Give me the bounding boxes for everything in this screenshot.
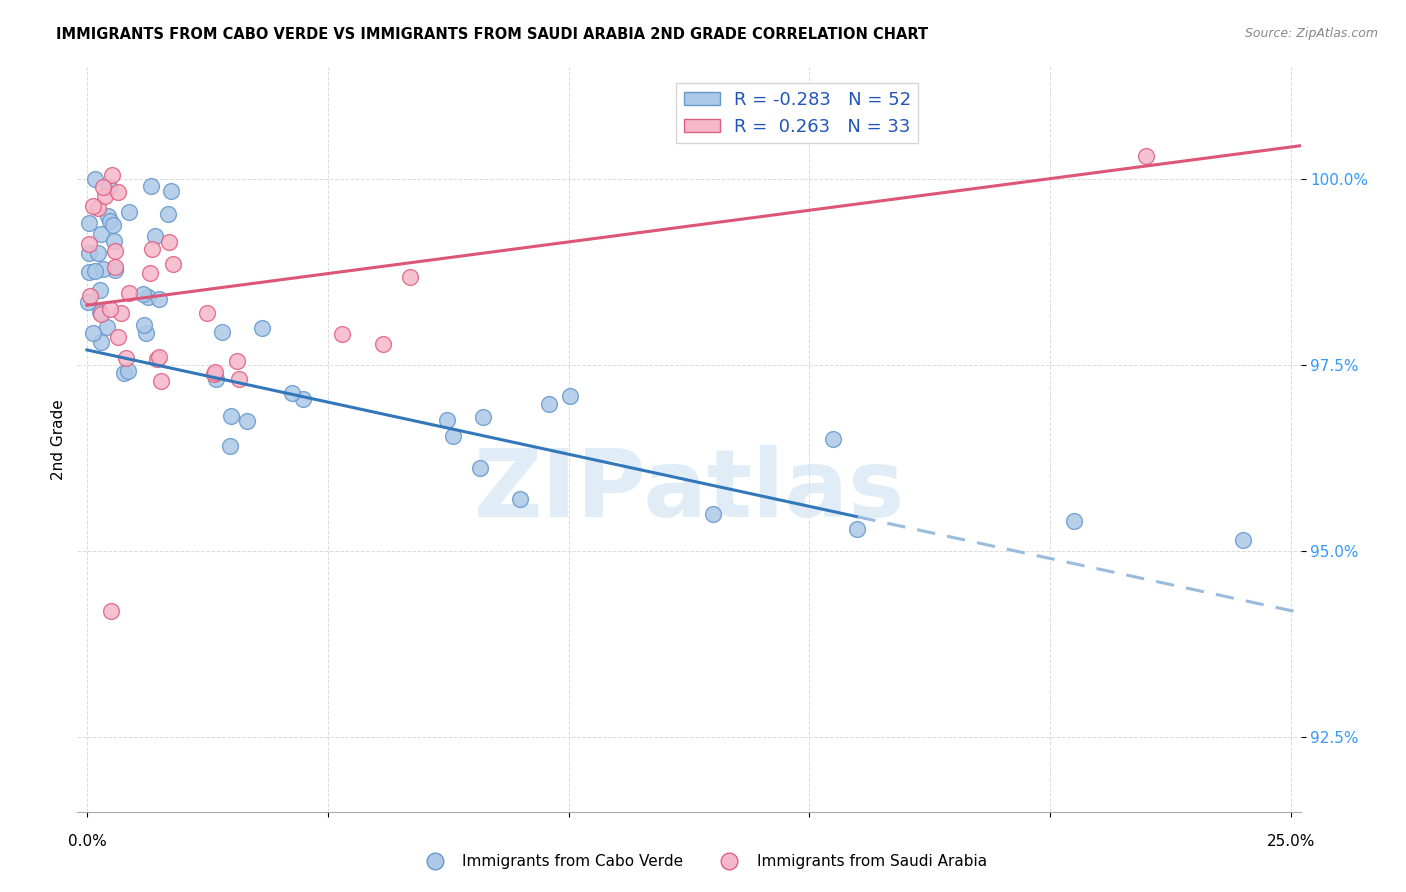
Point (100, 604, 122, 618)
Point (77, 265, 100, 279)
Point (1063, 514, 1085, 528)
Point (470, 460, 492, 475)
Point (846, 522, 869, 536)
Point (90, 227, 112, 241)
Point (82, 326, 104, 341)
Point (139, 179, 162, 194)
Text: 0.0%: 0.0% (67, 834, 107, 849)
Point (509, 491, 531, 506)
Point (117, 364, 139, 378)
Point (89, 304, 111, 318)
Point (118, 285, 141, 300)
Point (98, 301, 121, 316)
Point (104, 244, 127, 259)
Point (135, 326, 157, 340)
Text: IMMIGRANTS FROM CABO VERDE VS IMMIGRANTS FROM SAUDI ARABIA 2ND GRADE CORRELATION: IMMIGRANTS FROM CABO VERDE VS IMMIGRANTS… (56, 27, 928, 42)
Point (90, 335, 112, 350)
Point (202, 367, 225, 381)
Point (136, 289, 159, 303)
Point (93, 179, 115, 194)
Point (139, 266, 162, 280)
Point (219, 439, 242, 453)
Legend: Immigrants from Cabo Verde, Immigrants from Saudi Arabia: Immigrants from Cabo Verde, Immigrants f… (413, 848, 993, 875)
Point (146, 351, 169, 366)
Point (157, 207, 180, 221)
Point (219, 409, 242, 424)
Text: ZIPatlas: ZIPatlas (474, 445, 904, 538)
Point (143, 229, 166, 244)
Point (250, 321, 273, 335)
Text: Source: ZipAtlas.com: Source: ZipAtlas.com (1244, 27, 1378, 40)
Point (77, 216, 100, 230)
Point (560, 389, 582, 403)
Point (103, 219, 125, 233)
Point (399, 270, 422, 285)
Point (94, 188, 117, 202)
Point (236, 414, 259, 428)
Point (211, 325, 233, 339)
Point (441, 428, 464, 442)
Point (79, 288, 101, 302)
Point (82, 199, 104, 213)
Point (83, 264, 105, 278)
Point (104, 263, 127, 277)
Point (132, 286, 155, 301)
Point (159, 184, 181, 198)
Point (91, 262, 114, 277)
Point (97, 209, 120, 223)
Point (471, 409, 494, 424)
Point (162, 257, 184, 271)
Point (90, 306, 112, 320)
Point (702, 507, 724, 521)
Point (104, 260, 127, 274)
Point (281, 386, 304, 401)
Point (134, 318, 156, 333)
Point (86, 202, 108, 216)
Text: 25.0%: 25.0% (1267, 834, 1315, 849)
Point (77, 237, 100, 252)
Point (148, 351, 170, 365)
Point (107, 186, 129, 200)
Point (538, 397, 561, 411)
Point (330, 326, 353, 341)
Point (87, 245, 110, 260)
Point (115, 351, 138, 366)
Point (89, 283, 111, 297)
Point (1232, 533, 1254, 547)
Point (118, 205, 141, 219)
Point (148, 292, 170, 306)
Point (823, 432, 845, 446)
Point (98, 214, 121, 228)
Y-axis label: 2nd Grade: 2nd Grade (51, 399, 66, 480)
Point (103, 234, 125, 248)
Point (226, 353, 249, 368)
Point (291, 392, 314, 407)
Point (98, 180, 121, 194)
Point (371, 337, 394, 351)
Point (96, 319, 118, 334)
Point (112, 366, 135, 380)
Point (76, 295, 98, 310)
Point (436, 413, 458, 427)
Point (159, 235, 181, 250)
Point (205, 372, 228, 386)
Point (77, 246, 100, 260)
Point (149, 374, 172, 388)
Point (101, 169, 124, 183)
Point (1135, 149, 1157, 163)
Point (228, 372, 250, 386)
Point (107, 329, 129, 343)
Point (84, 171, 107, 186)
Point (195, 306, 218, 320)
Point (141, 242, 163, 256)
Point (204, 365, 226, 379)
Legend: R = -0.283   N = 52, R =  0.263   N = 33: R = -0.283 N = 52, R = 0.263 N = 33 (676, 83, 918, 143)
Point (110, 306, 132, 320)
